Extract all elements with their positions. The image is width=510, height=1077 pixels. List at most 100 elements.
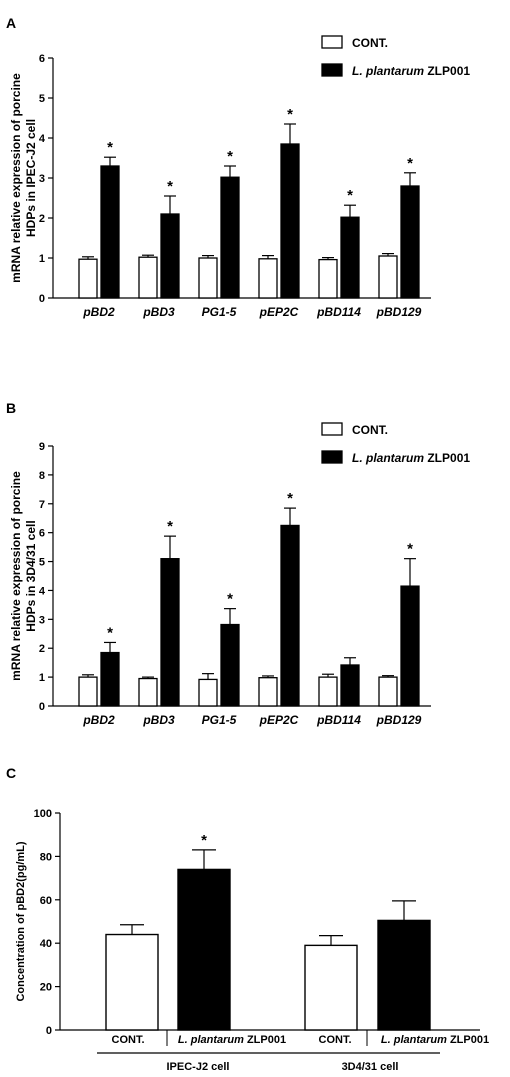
y-tick-label: 3 — [39, 614, 45, 626]
y-tick-label: 5 — [39, 557, 45, 569]
significance-star: * — [227, 591, 233, 608]
bar-label-italic: L. plantarum — [178, 1034, 244, 1046]
y-tick-label: 9 — [39, 441, 45, 453]
bar-lp-pEP2C — [280, 143, 300, 299]
x-tick-label: pEP2C — [259, 713, 299, 727]
bar-lp-pBD129 — [400, 585, 420, 707]
significance-star: * — [347, 187, 353, 204]
legend-label-rest: ZLP001 — [424, 64, 470, 78]
legend-label: CONT. — [352, 423, 388, 437]
panel-label-B: B — [6, 400, 16, 416]
y-axis-label: HDPs in IPEC-J2 cell — [24, 119, 38, 237]
y-tick-label: 1 — [39, 253, 45, 265]
x-tick-label: PG1-5 — [202, 305, 237, 319]
legend-label: L. plantarum ZLP001 — [352, 64, 470, 78]
significance-star: * — [287, 490, 293, 507]
x-tick-label: pBD114 — [316, 305, 361, 319]
bar-IPEC-J2-cell-0 — [105, 933, 159, 1031]
legend-label-italic: L. plantarum — [352, 64, 424, 78]
bar-cont-PG1-5 — [198, 257, 218, 299]
bar-cont-pBD3 — [138, 256, 158, 299]
significance-star: * — [201, 832, 207, 849]
significance-star: * — [407, 155, 413, 172]
bar-cont-PG1-5 — [198, 678, 218, 707]
y-axis-label: HDPs in 3D4/31 cell — [24, 520, 38, 631]
significance-star: * — [107, 624, 113, 641]
bar-cont-pEP2C — [258, 677, 278, 707]
x-tick-label: pBD3 — [142, 305, 175, 319]
x-tick-label: pBD2 — [82, 713, 115, 727]
panel-label-A: A — [6, 15, 16, 31]
bar-label: L. plantarum ZLP001 — [178, 1034, 286, 1046]
legend-label: L. plantarum ZLP001 — [352, 451, 470, 465]
y-tick-label: 4 — [39, 585, 46, 597]
legend-swatch — [321, 35, 343, 49]
bar-cont-pBD114 — [318, 258, 338, 299]
bar-lp-pBD129 — [400, 185, 420, 299]
y-tick-label: 3 — [39, 173, 45, 185]
significance-star: * — [167, 178, 173, 195]
significance-star: * — [227, 148, 233, 165]
bar-cont-pBD114 — [318, 676, 338, 707]
bar-label-rest: ZLP001 — [447, 1034, 489, 1046]
significance-star: * — [167, 518, 173, 535]
x-tick-label: pBD129 — [376, 305, 422, 319]
y-tick-label: 6 — [39, 528, 45, 540]
y-tick-label: 100 — [34, 808, 52, 820]
y-axis-label: Concentration of pBD2(pg/mL) — [15, 841, 27, 1001]
bar-cont-pBD2 — [78, 676, 98, 707]
y-tick-label: 6 — [39, 53, 45, 65]
bar-lp-pBD114 — [340, 664, 360, 707]
legend-label-italic: L. plantarum — [352, 451, 424, 465]
y-tick-label: 40 — [40, 938, 52, 950]
y-tick-label: 80 — [40, 851, 52, 863]
x-tick-label: pBD2 — [82, 305, 115, 319]
legend-label-rest: ZLP001 — [424, 451, 470, 465]
bar-lp-PG1-5 — [220, 623, 240, 707]
bar-label-italic: L. plantarum — [381, 1034, 447, 1046]
y-tick-label: 2 — [39, 643, 45, 655]
bar-IPEC-J2-cell-1 — [177, 868, 231, 1031]
bar-lp-pBD3 — [160, 213, 180, 299]
y-tick-label: 2 — [39, 213, 45, 225]
bar-lp-PG1-5 — [220, 176, 240, 299]
bar-cont-pBD3 — [138, 677, 158, 707]
x-tick-label: PG1-5 — [202, 713, 237, 727]
legend-label: CONT. — [352, 36, 388, 50]
group-label: 3D4/31 cell — [342, 1061, 399, 1073]
bar-lp-pBD114 — [340, 216, 360, 299]
bar-lp-pBD2 — [100, 165, 120, 299]
legend-swatch — [321, 450, 343, 464]
bar-cont-pBD129 — [378, 255, 398, 299]
x-tick-label: pBD129 — [376, 713, 422, 727]
y-axis-label: mRNA relative expression of porcine — [9, 471, 23, 681]
significance-star: * — [407, 541, 413, 558]
y-tick-label: 0 — [39, 293, 45, 305]
panel-label-C: C — [6, 765, 16, 781]
bar-3D4-31-cell-0 — [304, 944, 358, 1031]
y-tick-label: 60 — [40, 895, 52, 907]
y-tick-label: 7 — [39, 499, 45, 511]
bar-label: CONT. — [112, 1034, 145, 1046]
x-tick-label: pEP2C — [259, 305, 299, 319]
significance-star: * — [287, 106, 293, 123]
bar-cont-pEP2C — [258, 258, 278, 299]
x-tick-label: pBD114 — [316, 713, 361, 727]
y-tick-label: 0 — [39, 701, 45, 713]
y-tick-label: 8 — [39, 470, 45, 482]
bar-cont-pBD2 — [78, 258, 98, 299]
significance-star: * — [107, 139, 113, 156]
bar-label: L. plantarum ZLP001 — [381, 1034, 489, 1046]
bar-lp-pBD3 — [160, 558, 180, 707]
bar-label-rest: ZLP001 — [244, 1034, 286, 1046]
y-tick-label: 0 — [46, 1025, 52, 1037]
y-axis-label: mRNA relative expression of porcine — [9, 73, 23, 283]
legend-swatch — [321, 422, 343, 436]
bar-label: CONT. — [319, 1034, 352, 1046]
group-label: IPEC-J2 cell — [167, 1061, 230, 1073]
bar-lp-pEP2C — [280, 524, 300, 707]
y-tick-label: 1 — [39, 672, 45, 684]
y-tick-label: 4 — [39, 133, 46, 145]
bar-3D4-31-cell-1 — [377, 919, 431, 1031]
